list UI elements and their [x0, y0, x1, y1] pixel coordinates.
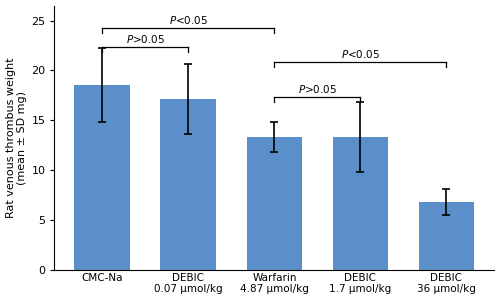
Bar: [74, 85, 130, 270]
Bar: [332, 137, 388, 270]
Y-axis label: Rat venous thrombus weight
(mean ± SD mg): Rat venous thrombus weight (mean ± SD mg…: [6, 58, 27, 218]
Bar: [418, 202, 474, 270]
Bar: [160, 99, 216, 270]
Bar: [246, 137, 302, 270]
Text: $\it{P}$<0.05: $\it{P}$<0.05: [169, 14, 208, 26]
Text: $\it{P}$<0.05: $\it{P}$<0.05: [341, 49, 380, 61]
Text: $\it{P}$>0.05: $\it{P}$>0.05: [126, 34, 165, 46]
Text: $\it{P}$>0.05: $\it{P}$>0.05: [298, 83, 337, 95]
